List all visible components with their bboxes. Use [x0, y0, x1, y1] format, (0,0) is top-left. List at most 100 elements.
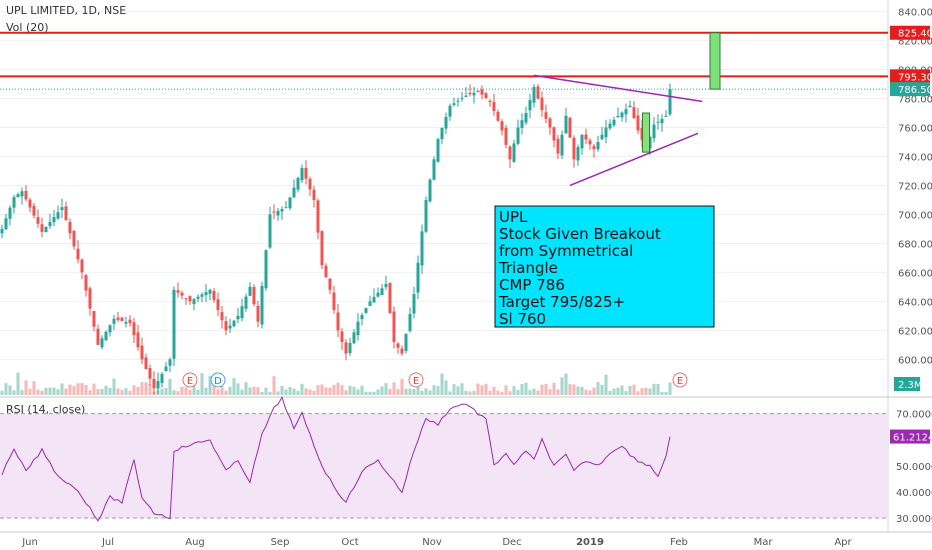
volume-bar	[164, 388, 168, 395]
candle-body	[496, 111, 500, 121]
candle-body	[476, 90, 480, 92]
candle-body	[632, 107, 636, 119]
candle-body	[404, 333, 408, 351]
price-tick-label: 740.00	[898, 152, 932, 163]
candle-body	[524, 113, 528, 123]
candle-body	[636, 115, 640, 131]
candle-body	[308, 178, 312, 190]
candle-body	[232, 320, 236, 327]
volume-bar	[52, 387, 56, 395]
candle-body	[196, 296, 200, 299]
volume-bar	[372, 391, 376, 395]
triangle-upper-trendline[interactable]	[533, 74, 703, 103]
candle-body	[84, 275, 88, 291]
volume-bar	[300, 383, 304, 395]
volume-bar	[336, 382, 340, 395]
candle-body	[212, 291, 216, 300]
candle-body	[116, 317, 120, 320]
candle-body	[480, 89, 484, 95]
candle-body	[0, 228, 4, 234]
time-tick-label: Mar	[754, 537, 774, 548]
volume-bars	[0, 372, 672, 395]
candle-body	[540, 97, 544, 111]
resistance-level-badge: 795.30	[890, 69, 932, 84]
volume-bar	[404, 388, 408, 395]
candle-body	[12, 197, 16, 208]
candle-body	[384, 283, 388, 288]
candle-body	[668, 89, 672, 115]
volume-bar	[528, 390, 532, 395]
candle-body	[312, 189, 316, 200]
price-tick-label: 660.00	[898, 268, 932, 279]
volume-bar	[368, 391, 372, 395]
candle-body	[172, 289, 176, 359]
candle-body	[4, 218, 8, 230]
volume-bar	[236, 383, 240, 395]
note-line: Sl 760	[499, 310, 546, 328]
event-letter: E	[187, 376, 193, 387]
resistance-level-label: 795.30	[898, 72, 932, 83]
volume-bar	[568, 384, 572, 395]
volume-bar	[188, 389, 192, 395]
volume-bar	[276, 391, 280, 395]
candle-body	[344, 342, 348, 354]
volume-bar	[632, 384, 636, 395]
candle-body	[192, 299, 196, 305]
volume-bar	[112, 378, 116, 395]
candle-body	[296, 177, 300, 190]
candle-body	[108, 325, 112, 333]
candle-body	[364, 308, 368, 313]
event-letter: E	[677, 376, 683, 387]
earnings-event-marker[interactable]: E	[182, 372, 198, 388]
annotation-note[interactable]: UPL Stock Given Breakout from Symmetrica…	[494, 205, 715, 328]
volume-bar	[0, 390, 4, 395]
triangle-lower-trendline[interactable]	[569, 132, 699, 187]
symbol-legend[interactable]: UPL LIMITED, 1D, NSE	[6, 4, 126, 17]
volume-bar	[136, 387, 140, 395]
time-tick-label: Dec	[502, 537, 521, 548]
volume-bar	[532, 388, 536, 395]
annotation-note-box	[494, 205, 715, 328]
earnings-event-marker[interactable]: E	[408, 372, 424, 388]
breakout-highlight-box[interactable]	[642, 112, 650, 153]
volume-bar	[636, 391, 640, 395]
time-tick-label: Jul	[101, 537, 114, 548]
volume-bar	[416, 385, 420, 395]
candle-body	[164, 366, 168, 372]
dividend-event-marker[interactable]: D	[210, 372, 226, 388]
volume-bar	[128, 390, 132, 395]
candle-body	[556, 138, 560, 154]
volume-bar	[496, 390, 500, 395]
target-projection-bar[interactable]	[709, 32, 721, 90]
volume-bar	[384, 383, 388, 395]
volume-bar	[224, 390, 228, 395]
candle-body	[488, 100, 492, 102]
event-markers[interactable]: E D E E	[182, 372, 688, 388]
candle-body	[76, 248, 80, 260]
candle-body	[72, 230, 76, 247]
volume-bar	[628, 385, 632, 395]
rsi-legend[interactable]: RSI (14, close)	[6, 403, 85, 416]
volume-bar	[324, 387, 328, 395]
volume-bar	[488, 390, 492, 395]
candle-body	[188, 296, 192, 302]
candle-body	[284, 207, 288, 209]
volume-bar	[596, 382, 600, 395]
candle-body	[216, 299, 220, 311]
volume-bar	[332, 384, 336, 395]
target-level-badge: 825.40	[890, 25, 932, 40]
volume-bar	[92, 383, 96, 395]
volume-bar	[452, 384, 456, 395]
candle-body	[128, 319, 132, 324]
earnings-event-marker[interactable]: E	[672, 372, 688, 388]
volume-bar	[608, 390, 612, 395]
volume-bar	[472, 391, 476, 395]
volume-legend[interactable]: Vol (20)	[6, 21, 49, 34]
volume-bar	[308, 389, 312, 395]
volume-bar	[476, 383, 480, 395]
volume-bar	[272, 376, 276, 395]
volume-bar	[656, 383, 660, 395]
candle-body	[200, 294, 204, 297]
rsi-badge: 61.2124	[890, 429, 932, 444]
